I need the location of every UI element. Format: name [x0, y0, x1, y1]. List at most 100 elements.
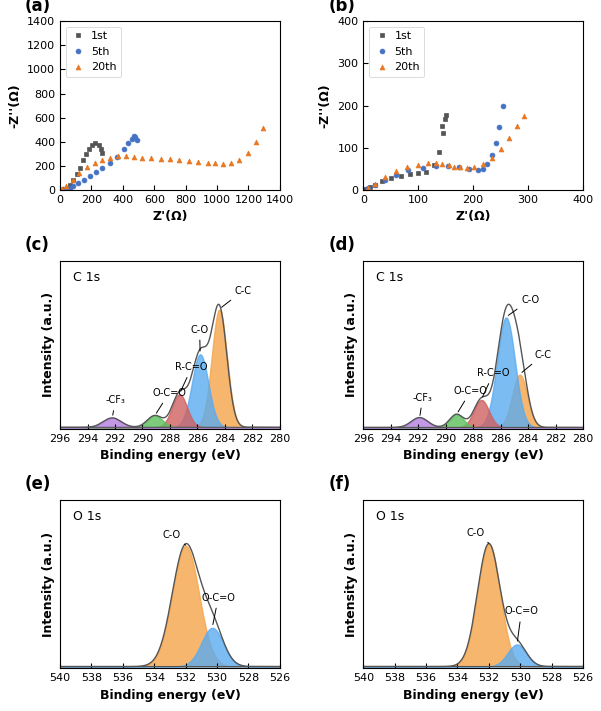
5th [392, 171, 400, 179]
1st [430, 161, 437, 170]
1st [92, 139, 99, 147]
Y-axis label: -Z''(Ω): -Z''(Ω) [8, 83, 22, 128]
20th [175, 156, 183, 164]
Text: C-O: C-O [162, 530, 186, 545]
20th [463, 164, 470, 173]
Text: C-O: C-O [508, 295, 539, 316]
X-axis label: Binding energy (eV): Binding energy (eV) [403, 449, 543, 462]
Legend: 1st, 5th, 20th: 1st, 5th, 20th [369, 27, 424, 77]
20th [195, 158, 202, 166]
20th [432, 159, 439, 168]
1st [379, 177, 386, 186]
20th [480, 159, 487, 168]
20th [69, 176, 76, 184]
5th [80, 176, 87, 184]
Y-axis label: Intensity (a.u.): Intensity (a.u.) [41, 292, 55, 397]
20th [130, 153, 138, 161]
20th [185, 156, 192, 165]
Line: 20th: 20th [60, 126, 265, 192]
5th [120, 144, 127, 153]
X-axis label: Binding energy (eV): Binding energy (eV) [403, 689, 543, 702]
20th [244, 149, 251, 157]
1st [82, 150, 90, 159]
X-axis label: Binding energy (eV): Binding energy (eV) [100, 449, 240, 462]
20th [99, 156, 106, 164]
20th [212, 159, 219, 168]
Text: O-C=O: O-C=O [504, 606, 538, 641]
20th [115, 152, 122, 161]
20th [59, 185, 66, 193]
5th [445, 161, 452, 170]
1st [98, 149, 105, 157]
5th [488, 151, 495, 159]
Text: -CF₃: -CF₃ [413, 392, 433, 415]
Text: C-O: C-O [191, 324, 209, 351]
20th [372, 179, 379, 188]
Y-axis label: Intensity (a.u.): Intensity (a.u.) [41, 532, 55, 636]
5th [66, 183, 73, 192]
5th [419, 164, 426, 172]
1st [387, 173, 394, 182]
Text: (b): (b) [328, 0, 355, 15]
20th [445, 161, 453, 170]
1st [64, 183, 71, 192]
20th [259, 124, 266, 133]
1st [366, 183, 373, 191]
1st [95, 141, 102, 149]
20th [123, 152, 130, 161]
1st [85, 144, 93, 153]
20th [157, 154, 164, 163]
1st [438, 122, 445, 130]
Text: R-C=O: R-C=O [477, 368, 510, 397]
Text: C 1s: C 1s [376, 271, 404, 284]
20th [424, 159, 432, 168]
Line: 5th: 5th [365, 103, 506, 191]
Text: O-C=O: O-C=O [454, 386, 488, 412]
20th [392, 167, 400, 176]
Line: 1st: 1st [363, 112, 448, 191]
1st [73, 170, 80, 178]
Y-axis label: -Z''(Ω): -Z''(Ω) [319, 83, 332, 128]
5th [99, 164, 106, 172]
Y-axis label: Intensity (a.u.): Intensity (a.u.) [345, 292, 358, 397]
20th [488, 154, 495, 162]
Text: C-C: C-C [522, 350, 552, 373]
1st [397, 171, 404, 180]
20th [471, 164, 478, 172]
5th [432, 162, 439, 171]
20th [63, 182, 70, 191]
Text: (e): (e) [25, 475, 51, 493]
20th [83, 163, 90, 171]
Text: C 1s: C 1s [73, 271, 100, 284]
Text: R-C=O: R-C=O [175, 362, 208, 391]
5th [87, 172, 94, 181]
Text: C-C: C-C [222, 286, 251, 307]
20th [236, 156, 243, 164]
5th [364, 184, 371, 193]
20th [138, 154, 145, 162]
20th [439, 160, 446, 169]
5th [130, 132, 138, 141]
20th [456, 164, 463, 172]
Text: (f): (f) [328, 475, 350, 493]
1st [67, 181, 74, 189]
1st [442, 111, 450, 119]
5th [70, 182, 77, 191]
X-axis label: Z'(Ω): Z'(Ω) [152, 210, 188, 223]
1st [436, 148, 443, 156]
5th [372, 181, 379, 189]
20th [75, 169, 82, 177]
Legend: 1st, 5th, 20th: 1st, 5th, 20th [66, 27, 121, 77]
1st [70, 176, 77, 184]
20th [204, 159, 211, 167]
Text: O 1s: O 1s [376, 510, 404, 523]
5th [496, 122, 503, 131]
20th [364, 184, 371, 193]
5th [128, 135, 135, 144]
20th [506, 134, 513, 142]
20th [220, 159, 227, 168]
20th [513, 122, 520, 130]
1st [441, 114, 448, 123]
Text: C-O: C-O [467, 528, 489, 543]
5th [480, 164, 487, 173]
